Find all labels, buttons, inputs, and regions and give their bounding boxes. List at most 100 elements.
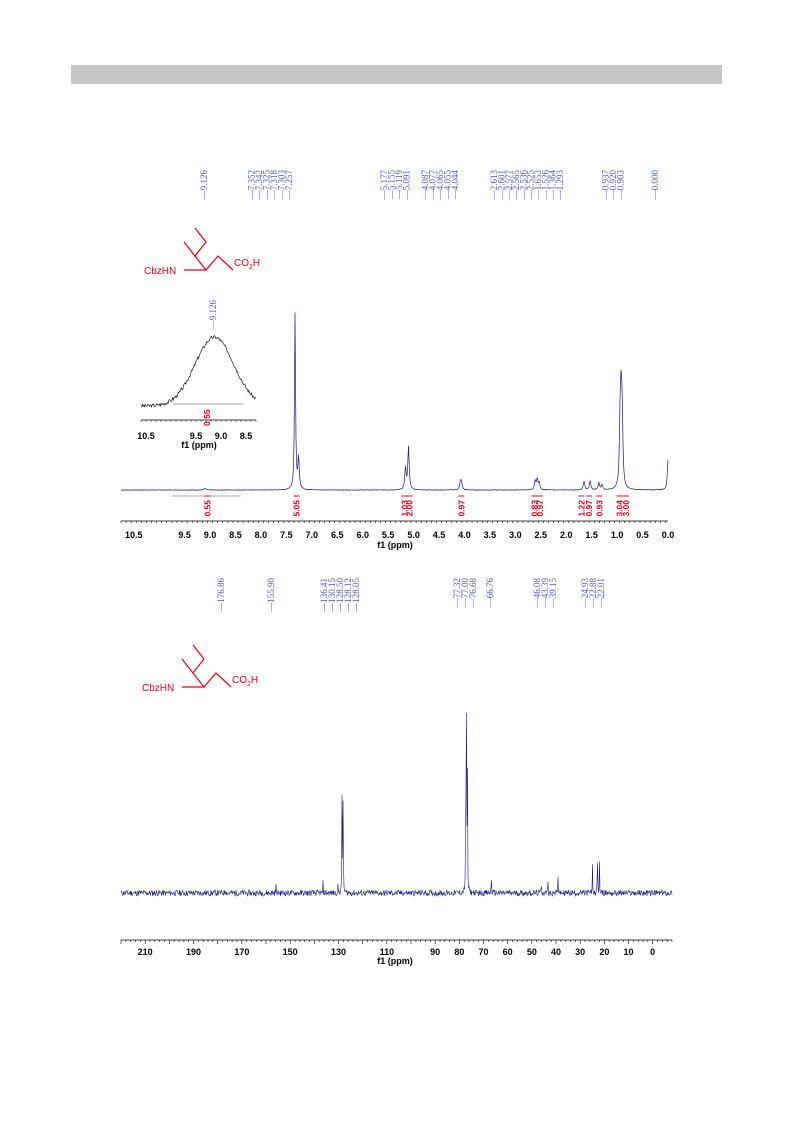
h1-peak-label: —7.352 — [246, 170, 256, 200]
c13-spectrum-line — [120, 712, 673, 897]
h1-integral-label: 0.93 — [594, 500, 604, 517]
h1-tick-label: 9.5 — [178, 530, 191, 540]
c13-tick-label: 70 — [478, 947, 488, 957]
h1-peak-label: —4.065 — [435, 170, 445, 201]
c13-peak-label: —77.00 — [460, 578, 470, 609]
header-bar — [71, 65, 722, 84]
h1-tick-label: 4.5 — [433, 530, 446, 540]
inset-tick-label: 8.5 — [240, 431, 253, 441]
c13-peak-label: —46.08 — [532, 578, 542, 609]
c13-tick-label: 0 — [650, 947, 655, 957]
h1-tick-label: 7.5 — [280, 530, 293, 540]
c13-peak-label: —155.90 — [266, 578, 276, 613]
inset-peak-label: —9.126 — [208, 300, 218, 331]
c13-nmr-chart: —176.86 —155.90 —136.41—130.15—128.50—128.… — [120, 578, 673, 966]
h1-tick-label: 8.5 — [229, 530, 242, 540]
h1-nmr-chart: —9.126 —7.352—7.342—7.325—7.318—7.303—7.2… — [120, 170, 674, 550]
h1-tick-label: 8.0 — [255, 530, 268, 540]
h1-peak-label: —1.526 — [540, 170, 550, 201]
h1-tick-label: 10.5 — [125, 530, 143, 540]
h1-integral-label: 1.22 — [576, 500, 586, 517]
c13-tick-label: 170 — [234, 947, 249, 957]
h1-molecule-structure: CbzHN CO2H — [144, 227, 260, 277]
h1-spectrum-trace — [121, 312, 669, 491]
h1-tick-label: 1.0 — [611, 530, 624, 540]
h1-tick-label: 9.0 — [204, 530, 217, 540]
c13-x-axis-label: f1 (ppm) — [377, 956, 413, 966]
h1-integral-label: 2.00 — [405, 500, 415, 517]
h1-tick-label: 6.5 — [331, 530, 344, 540]
c13-tick-label: 150 — [283, 947, 298, 957]
h1-peak-label: —7.257 — [284, 170, 294, 201]
h1-x-axis-label: f1 (ppm) — [377, 540, 413, 550]
c13-peak-label: —130.15 — [327, 578, 337, 613]
h1-peak-label: —2.577 — [504, 170, 514, 201]
h1-tick-label: 1.5 — [585, 530, 598, 540]
c13-peak-label: —128.12 — [343, 578, 353, 613]
h1-tick-label: 2.5 — [535, 530, 548, 540]
c13-peak-label: —24.93 — [580, 578, 590, 609]
h1-integral-label: 3.04 — [615, 500, 625, 517]
h1-tick-label: 3.0 — [509, 530, 522, 540]
c13-peak-label: —22.01 — [596, 578, 606, 608]
h1-integral-label: 0.83 — [530, 500, 540, 517]
c13-tick-label: 110 — [380, 947, 395, 957]
h1-integral-label: 0.55 — [203, 500, 213, 517]
h1-peak-label: —2.525 — [526, 170, 536, 201]
h1-peak-label: —2.613 — [489, 170, 499, 201]
h1-spectrum-line — [121, 312, 669, 491]
c13-tick-label: 20 — [599, 947, 609, 957]
c13-tick-label: 60 — [503, 947, 513, 957]
h1-peak-label: —2.601 — [496, 170, 506, 200]
inset-spectrum-line — [140, 335, 257, 408]
c13-peak-label: —39.15 — [548, 578, 558, 609]
h1-peak-label: —0.000 — [650, 170, 660, 201]
h1-peak-label: —1.293 — [555, 170, 565, 201]
h1-integrals: 0.55 5.05 1.032.00 0.97 0.830.97 1.220.97 0.93… — [171, 495, 631, 517]
h1-peak-label: —2.565 — [511, 170, 521, 201]
c13-tick-label: 210 — [138, 947, 153, 957]
h1-peak-label: —5.177 — [379, 170, 389, 201]
h1-peak-label: —4.055 — [443, 170, 453, 201]
molecule-nh-label: CbzHN — [144, 266, 176, 277]
h1-integral-label: 1.03 — [399, 500, 409, 517]
h1-peak-label: —1.653 — [533, 170, 543, 201]
h1-peak-label: —0.920 — [608, 170, 618, 201]
h1-tick-label: 0.5 — [636, 530, 649, 540]
c13-x-axis: 210 190 170 150 130 110 90 80 70 60 50 40 30 20 10 0 f1 … — [120, 939, 673, 966]
molecule-nh-label: CbzHN — [142, 683, 174, 694]
h1-integral-label: 0.97 — [456, 500, 466, 517]
h1-tick-label: 4.0 — [458, 530, 471, 540]
h1-tick-label: 2.0 — [560, 530, 573, 540]
c13-molecule-structure: CbzHN CO2H — [142, 644, 258, 694]
h1-integral-label: 0.97 — [584, 500, 594, 517]
c13-peak-label: —77.32 — [452, 578, 462, 608]
c13-tick-label: 130 — [331, 947, 346, 957]
c13-peak-label: —22.88 — [588, 578, 598, 609]
h1-peak-labels: —9.126 —7.352—7.342—7.325—7.318—7.303—7.2… — [199, 170, 660, 201]
h1-peak-label: —4.077 — [428, 170, 438, 201]
c13-tick-label: 80 — [454, 947, 464, 957]
c13-peak-label: —66.76 — [485, 578, 495, 609]
c13-peak-labels: —176.86 —155.90 —136.41—130.15—128.50—128.… — [216, 578, 606, 613]
h1-peak-label: —7.342 — [254, 170, 264, 200]
h1-peak-label: —5.091 — [401, 170, 411, 200]
inset-tick-label: 9.5 — [190, 431, 203, 441]
h1-x-axis: 10.5 9.5 9.0 8.5 8.0 7.5 7.0 6.5 6.0 5.5 5.0 4.5 4.0… — [120, 520, 674, 550]
h1-peak-label: —5.119 — [394, 170, 404, 200]
c13-peak-label: —176.86 — [216, 578, 226, 613]
h1-peak-label: —7.303 — [276, 170, 286, 201]
h1-peak-label: —1.364 — [548, 170, 558, 201]
c13-tick-label: 90 — [430, 947, 440, 957]
c13-peak-label: —128.05 — [351, 578, 361, 613]
h1-peak-label: —0.903 — [616, 170, 626, 201]
c13-peak-label: —128.50 — [335, 578, 345, 613]
c13-tick-label: 30 — [575, 947, 585, 957]
c13-tick-label: 190 — [186, 947, 201, 957]
inset-x-axis-label: f1 (ppm) — [181, 440, 217, 450]
h1-tick-label: 5.5 — [382, 530, 395, 540]
h1-integral-label: 0.97 — [535, 500, 545, 517]
h1-inset-chart: 10.5 9.5 9.0 8.5 f1 (ppm) —9.126 0.55 — [137, 300, 257, 450]
h1-peak-label: —7.318 — [269, 170, 279, 201]
